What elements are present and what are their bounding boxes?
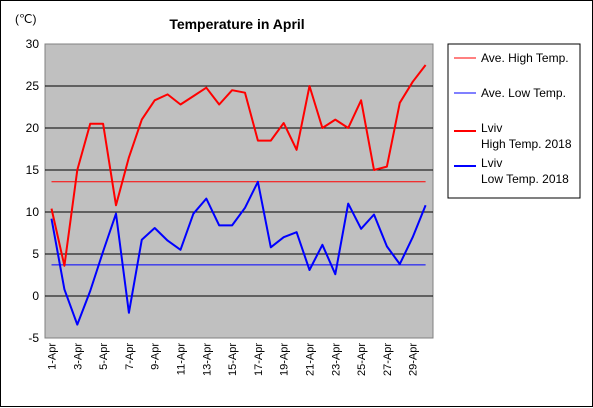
x-tick-label: 1-Apr <box>47 343 59 370</box>
legend-label: Ave. Low Temp. <box>481 86 566 100</box>
x-tick-label: 19-Apr <box>279 343 291 376</box>
x-tick-label: 15-Apr <box>227 343 239 376</box>
y-tick-label: 30 <box>26 37 40 51</box>
legend-label: Ave. High Temp. <box>481 51 569 65</box>
plot-area <box>44 43 434 339</box>
x-tick-label: 3-Apr <box>72 343 84 370</box>
legend: Ave. High Temp. Ave. Low Temp. Lviv High Te… <box>454 51 572 186</box>
x-tick-label: 23-Apr <box>330 343 342 376</box>
y-tick-label: -5 <box>28 331 39 345</box>
y-tick-label: 25 <box>26 79 40 93</box>
x-tick-label: 9-Apr <box>150 343 162 370</box>
y-axis-ticks: -5 0 5 10 15 20 25 30 <box>26 37 40 345</box>
chart-title: Temperature in April <box>169 16 304 32</box>
x-tick-label: 11-Apr <box>176 343 188 376</box>
y-tick-label: 5 <box>32 247 39 261</box>
x-tick-label: 21-Apr <box>305 343 317 376</box>
x-tick-label: 5-Apr <box>98 343 110 370</box>
x-tick-label: 7-Apr <box>124 343 136 370</box>
legend-label: Lviv <box>481 156 502 170</box>
y-tick-label: 10 <box>26 205 40 219</box>
x-axis-ticks: 1-Apr 3-Apr 5-Apr 7-Apr 9-Apr 11-Apr 13-Apr 15-… <box>47 343 420 376</box>
x-tick-label: 17-Apr <box>253 343 265 376</box>
x-tick-label: 29-Apr <box>408 343 420 376</box>
legend-box <box>447 43 581 199</box>
legend-label: Low Temp. 2018 <box>481 172 569 186</box>
y-unit-label: (℃) <box>15 12 36 26</box>
legend-label: High Temp. 2018 <box>481 137 572 151</box>
series-lines <box>50 64 427 326</box>
legend-label: Lviv <box>481 121 502 135</box>
x-tick-label: 13-Apr <box>201 343 213 376</box>
x-tick-label: 25-Apr <box>356 343 368 376</box>
series-line-3 <box>50 64 427 267</box>
y-tick-label: 20 <box>26 121 40 135</box>
x-tick-label: 27-Apr <box>382 343 394 376</box>
y-tick-label: 0 <box>32 289 39 303</box>
y-tick-label: 15 <box>26 163 40 177</box>
series-line-4 <box>50 180 427 326</box>
